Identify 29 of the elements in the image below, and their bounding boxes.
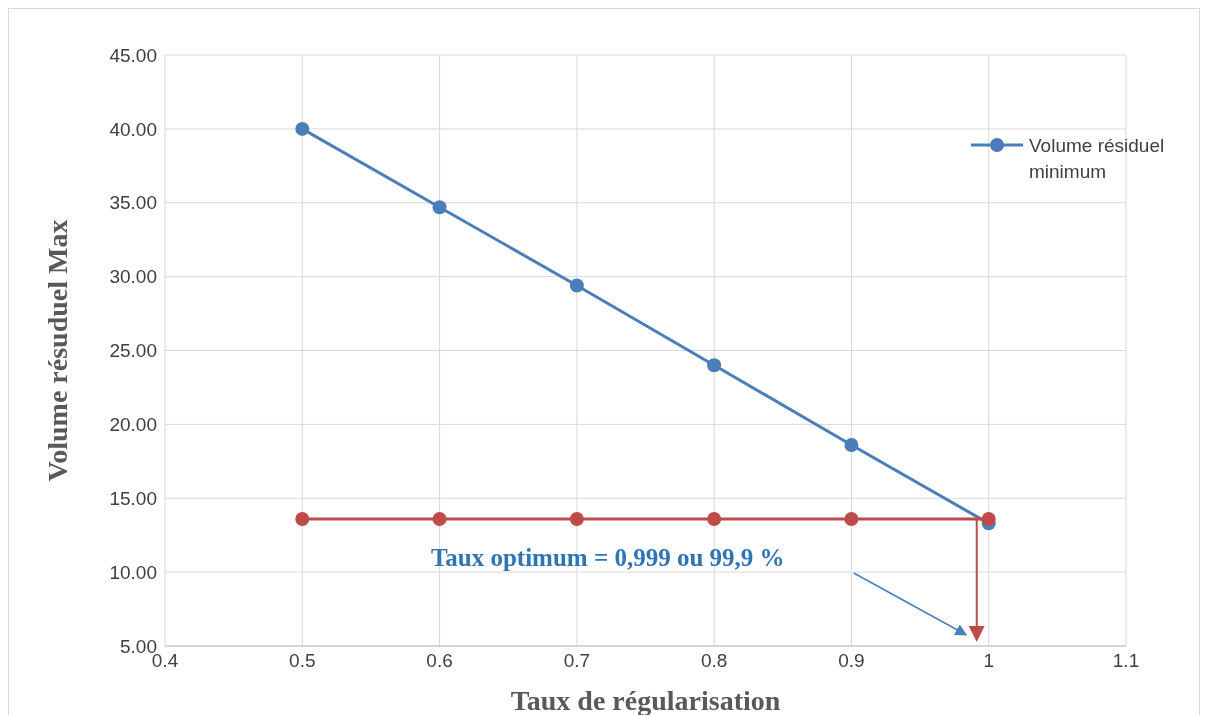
- x-tick-label: 0.7: [563, 650, 591, 672]
- y-tick-label: 35.00: [109, 192, 157, 214]
- x-tick-label: 0.9: [838, 650, 865, 672]
- x-tick-label: 1.1: [1112, 650, 1140, 672]
- y-tick-label: 25.00: [109, 340, 157, 362]
- point: [432, 200, 447, 215]
- y-tick-label: 40.00: [109, 118, 157, 140]
- point: [432, 511, 447, 526]
- annotation: Taux optimum = 0,999 ou 99,9 %: [430, 544, 785, 571]
- point: [981, 511, 996, 526]
- point: [707, 511, 722, 526]
- y-tick-label: 15.00: [109, 487, 157, 509]
- point: [569, 278, 584, 293]
- x-tick-label: 0.6: [426, 650, 453, 672]
- y-tick-label: 30.00: [109, 266, 157, 288]
- y-tick-label: 20.00: [109, 414, 157, 436]
- y-tick-label: 45.00: [109, 44, 157, 66]
- point: [295, 511, 310, 526]
- y-tick-label: 10.00: [109, 561, 157, 583]
- point: [844, 438, 859, 453]
- x-tick-label: 1: [983, 650, 994, 672]
- legend-label: Volume résiduel minimum: [1029, 134, 1166, 184]
- x-tick-label: 0.8: [700, 650, 728, 672]
- point: [569, 511, 584, 526]
- point: [295, 121, 310, 136]
- y-axis-title: Volume résuduel Max: [42, 219, 73, 482]
- point: [707, 358, 722, 373]
- point: [844, 511, 859, 526]
- x-tick-label: 0.5: [289, 650, 316, 672]
